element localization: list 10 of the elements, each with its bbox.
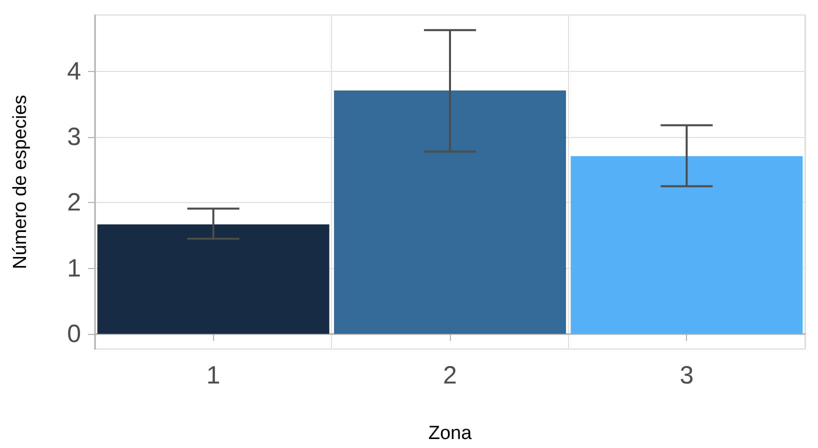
x-tick-label: 1 [206, 362, 220, 390]
y-tick-label: 0 [67, 320, 81, 348]
y-axis-title: Número de especies [10, 94, 31, 270]
x-axis-title: Zona [428, 423, 472, 444]
y-tick-label: 2 [67, 188, 81, 217]
x-tick-label: 2 [443, 362, 457, 390]
x-tick-label: 3 [680, 362, 694, 390]
y-tick-label: 4 [67, 57, 82, 86]
y-tick-label: 1 [67, 254, 81, 282]
y-tick-label: 3 [67, 123, 81, 152]
